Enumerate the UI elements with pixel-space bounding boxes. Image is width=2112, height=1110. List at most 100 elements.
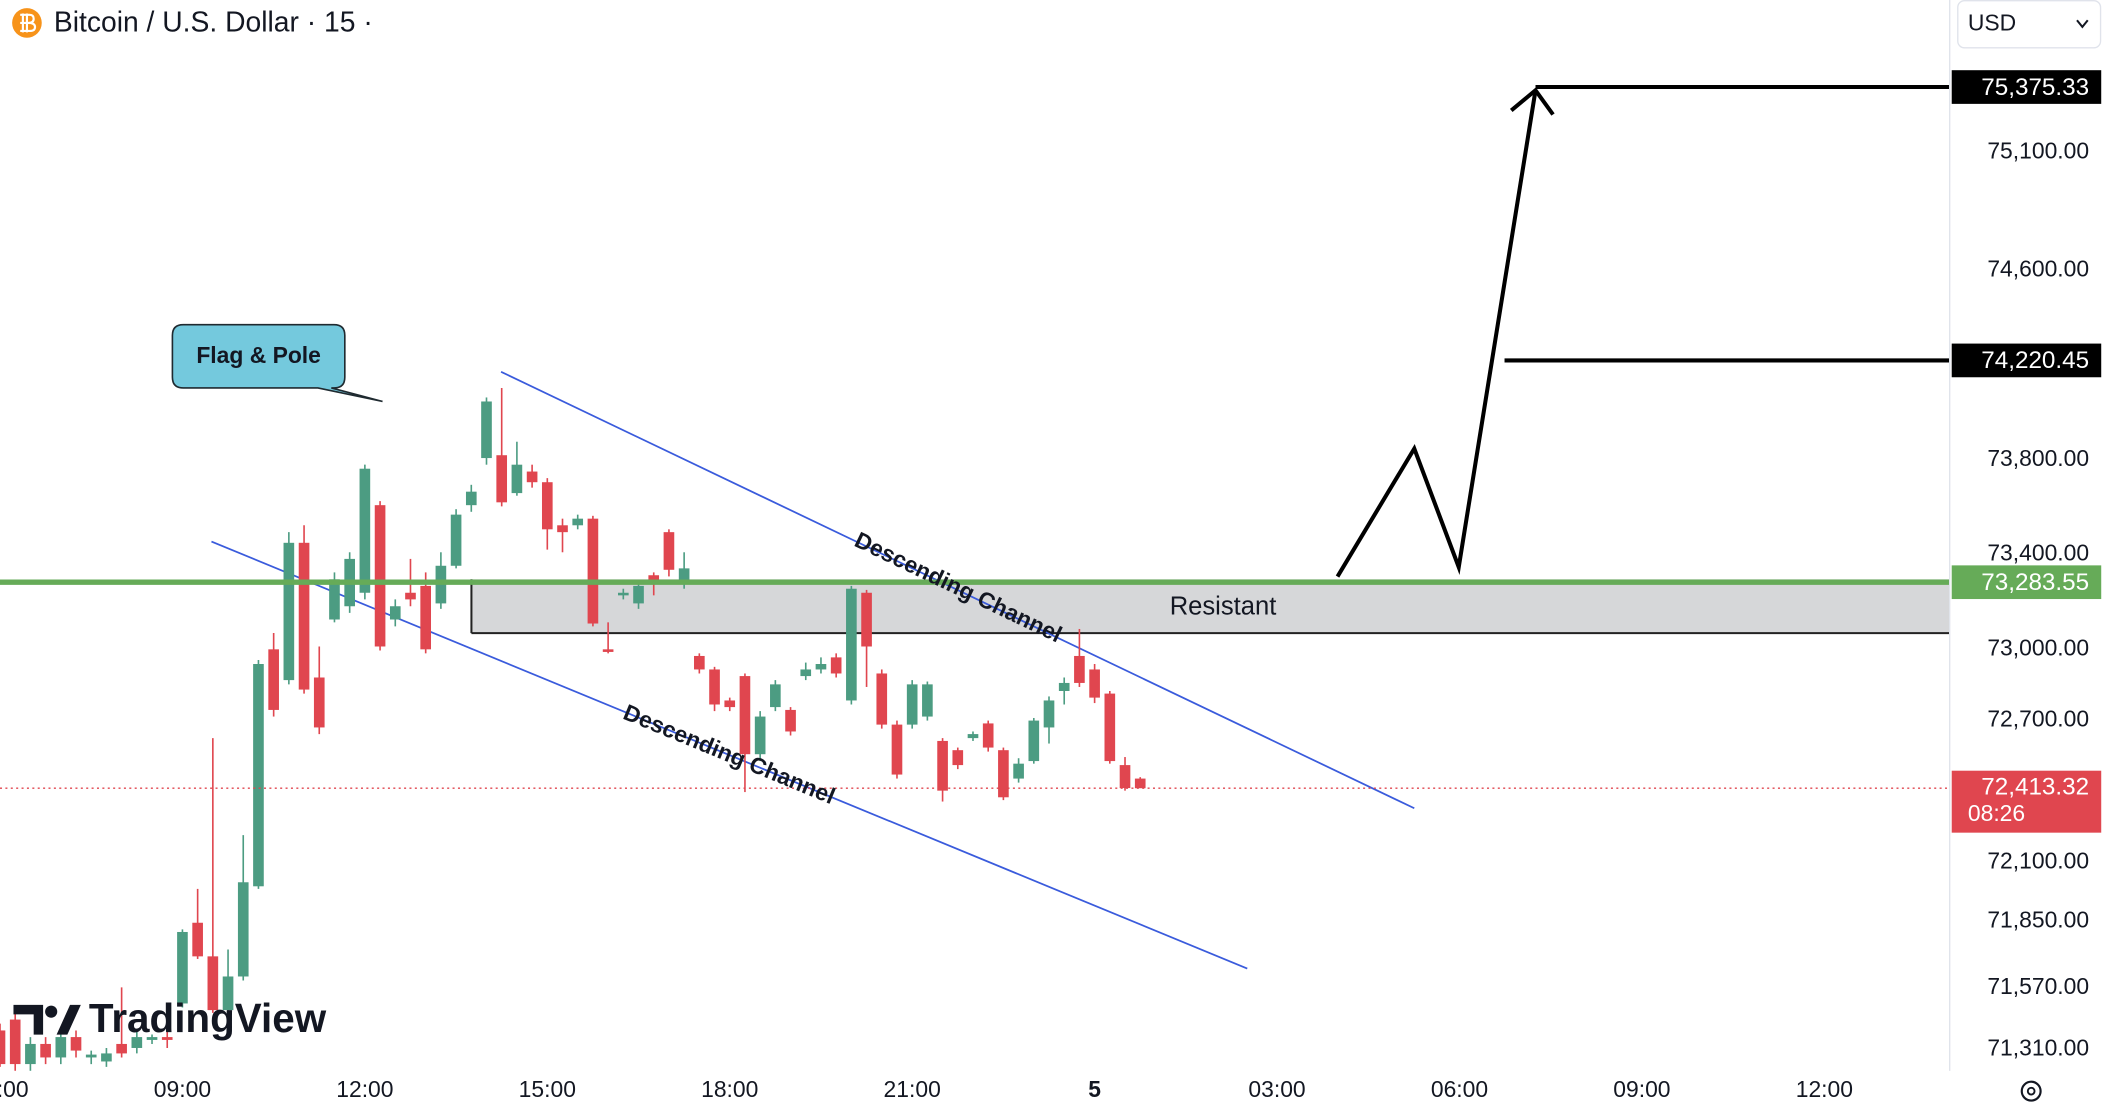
y-tick-label: 73,400.00: [1987, 540, 2089, 566]
candle-body: [526, 471, 538, 483]
candle-body: [283, 542, 295, 681]
candle-body: [511, 464, 523, 494]
candle-body: [496, 455, 508, 503]
candle-body: [815, 664, 827, 670]
arrow-head: [1509, 87, 1555, 116]
candle-body: [557, 525, 568, 533]
candle-body: [0, 1030, 6, 1065]
candle-body: [572, 518, 584, 526]
candle-body: [313, 677, 325, 728]
levels: [0, 85, 1950, 789]
candle-body: [633, 585, 644, 604]
gear-center: [2026, 1086, 2036, 1096]
candle-body: [618, 592, 629, 596]
candle-body: [161, 1037, 173, 1040]
candle-body: [177, 931, 188, 1004]
y-tick-label: 71,310.00: [1987, 1034, 2089, 1060]
x-tick-label: 09:00: [154, 1076, 211, 1102]
y-tick-label: 72,100.00: [1987, 847, 2089, 873]
candle-body: [739, 676, 751, 755]
candle-body: [146, 1037, 158, 1040]
candle-body: [1028, 720, 1040, 762]
candle-body: [1104, 693, 1116, 762]
candle-body: [420, 585, 432, 650]
candle-body: [405, 592, 416, 600]
candle-body: [1134, 778, 1146, 789]
level-tag: [1951, 70, 2102, 104]
channel-line: [500, 371, 1415, 810]
candle-body: [587, 518, 599, 624]
last-price-tag: [1951, 770, 2102, 833]
candle-body: [800, 669, 812, 677]
candle-body: [374, 505, 386, 647]
candle-body: [891, 724, 903, 775]
candle-body: [648, 575, 660, 584]
candle-body: [1058, 682, 1070, 691]
x-tick-label: 12:00: [1796, 1076, 1853, 1102]
candle-body: [846, 588, 857, 701]
currency-select[interactable]: [1957, 0, 2102, 49]
x-tick-label: 21:00: [884, 1076, 941, 1102]
chevron: [2076, 19, 2089, 29]
resistance-zone: [471, 579, 1950, 634]
watermark: TradingView: [13, 995, 327, 1041]
candle-body: [922, 684, 933, 717]
x-tick-label: 15:00: [519, 1076, 576, 1102]
candle-body: [1074, 655, 1085, 683]
candle-body: [709, 669, 720, 705]
candle-body: [541, 482, 553, 530]
y-tick-label: 71,570.00: [1987, 973, 2089, 999]
candle-body: [465, 491, 477, 506]
level-label: 74,220.45: [1981, 347, 2089, 374]
candle-body: [1013, 763, 1024, 779]
candle-body: [55, 1037, 67, 1058]
candle-body: [253, 664, 264, 887]
y-tick-label: 75,100.00: [1987, 137, 2089, 163]
countdown-label: 08:26: [1968, 800, 2025, 826]
x-tick-label: 03:00: [1248, 1076, 1305, 1102]
candle-body: [937, 740, 948, 791]
candle-body: [770, 684, 781, 708]
candle-body: [663, 532, 675, 570]
logo-mark: [13, 1004, 44, 1035]
candle-body: [116, 1043, 127, 1054]
candle-body: [131, 1037, 143, 1048]
level-tag: [1951, 343, 2102, 378]
candle-body: [192, 922, 203, 957]
callout-label: Flag & Pole: [196, 342, 321, 368]
callout: [171, 323, 383, 403]
gear: [2020, 1080, 2042, 1102]
candle-body: [967, 734, 979, 739]
candle-body: [450, 514, 462, 566]
level-tag: [1951, 565, 2102, 600]
candle-body: [952, 750, 964, 766]
chart-title: Bitcoin / U.S. Dollar · 15 ·: [54, 6, 373, 38]
candle-body: [329, 579, 340, 620]
x-tick-label: 06:00: [0, 1076, 29, 1102]
candle-body: [9, 1019, 21, 1065]
candle-body: [359, 468, 371, 593]
candle-body: [982, 723, 994, 748]
candle-body: [40, 1043, 51, 1058]
logo-mark: [45, 1005, 58, 1018]
candle-body: [268, 649, 279, 710]
candle-body: [222, 976, 234, 1011]
x-tick-label: 06:00: [1431, 1076, 1488, 1102]
candle-body: [754, 716, 766, 755]
candle-body: [298, 542, 310, 690]
settings-button[interactable]: [2020, 1080, 2042, 1102]
candle-body: [481, 401, 492, 459]
level-label: 75,375.33: [1981, 74, 2089, 101]
projection-arrow: [1335, 89, 1538, 578]
candle-body: [101, 1053, 112, 1062]
x-tick-label: 12:00: [336, 1076, 393, 1102]
candle-body: [998, 750, 1009, 798]
candle-body: [389, 606, 401, 620]
candle-body: [694, 655, 705, 670]
watermark-text: TradingView: [89, 995, 327, 1041]
zone-label: Resistant: [1170, 592, 1277, 620]
candle-body: [1119, 765, 1131, 789]
